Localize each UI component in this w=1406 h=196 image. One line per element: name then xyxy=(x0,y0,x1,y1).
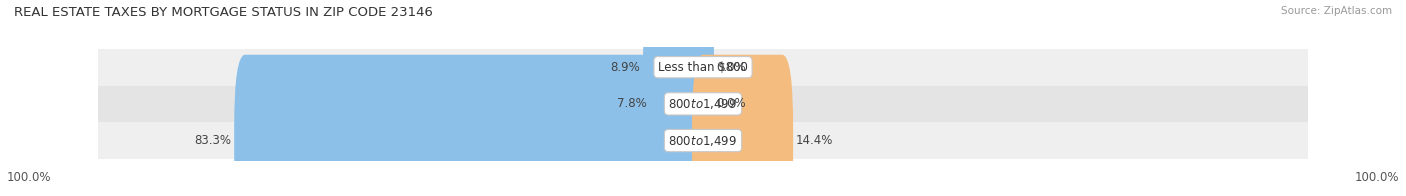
Text: 8.9%: 8.9% xyxy=(610,61,640,74)
Text: 7.8%: 7.8% xyxy=(617,97,647,110)
Text: 14.4%: 14.4% xyxy=(796,134,834,147)
FancyBboxPatch shape xyxy=(235,55,714,196)
Text: $800 to $1,499: $800 to $1,499 xyxy=(668,97,738,111)
Text: Less than $800: Less than $800 xyxy=(658,61,748,74)
Text: REAL ESTATE TAXES BY MORTGAGE STATUS IN ZIP CODE 23146: REAL ESTATE TAXES BY MORTGAGE STATUS IN … xyxy=(14,6,433,19)
Text: 100.0%: 100.0% xyxy=(7,171,52,184)
Text: 83.3%: 83.3% xyxy=(194,134,232,147)
Text: 100.0%: 100.0% xyxy=(1354,171,1399,184)
FancyBboxPatch shape xyxy=(643,0,714,153)
Text: $800 to $1,499: $800 to $1,499 xyxy=(668,133,738,148)
FancyBboxPatch shape xyxy=(692,55,793,196)
FancyBboxPatch shape xyxy=(650,18,714,190)
Text: Source: ZipAtlas.com: Source: ZipAtlas.com xyxy=(1281,6,1392,16)
Text: 0.0%: 0.0% xyxy=(717,61,747,74)
Text: 0.0%: 0.0% xyxy=(717,97,747,110)
FancyBboxPatch shape xyxy=(98,122,1308,159)
FancyBboxPatch shape xyxy=(98,49,1308,85)
FancyBboxPatch shape xyxy=(98,85,1308,122)
